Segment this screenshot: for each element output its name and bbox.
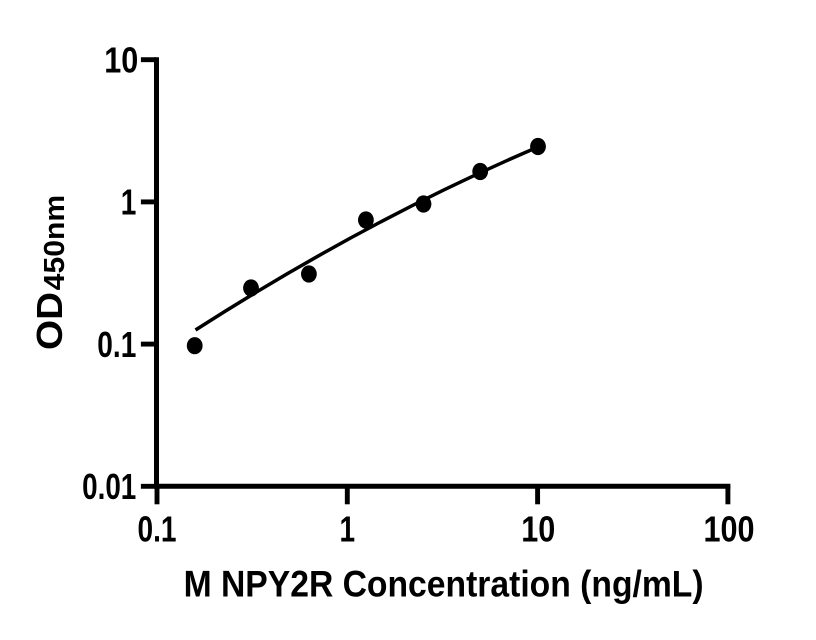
svg-text:100: 100 [704,509,755,550]
svg-text:OD: OD [29,292,70,350]
svg-text:0.1: 0.1 [97,324,136,365]
svg-text:10: 10 [521,509,555,550]
svg-text:0.1: 0.1 [138,509,177,550]
svg-text:1: 1 [121,182,137,223]
svg-text:0.01: 0.01 [82,466,136,507]
svg-text:10: 10 [104,40,138,81]
svg-text:1: 1 [340,509,356,550]
svg-text:M NPY2R Concentration (ng/mL): M NPY2R Concentration (ng/mL) [184,563,704,604]
svg-text:450nm: 450nm [39,195,71,290]
